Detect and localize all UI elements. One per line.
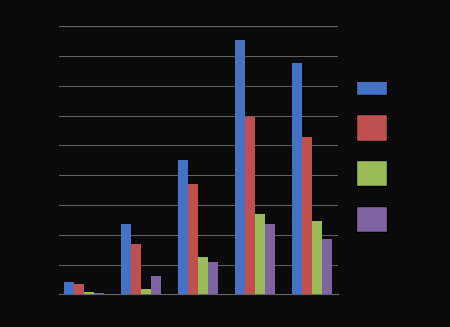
Bar xyxy=(208,262,218,294)
Bar xyxy=(84,292,94,294)
FancyBboxPatch shape xyxy=(356,114,387,141)
Bar xyxy=(245,117,255,294)
Bar xyxy=(63,282,73,294)
Bar xyxy=(312,220,323,294)
Bar xyxy=(235,40,245,294)
FancyBboxPatch shape xyxy=(356,206,387,232)
Bar xyxy=(151,276,161,294)
Bar xyxy=(292,63,302,294)
FancyBboxPatch shape xyxy=(356,160,387,186)
Bar xyxy=(255,214,265,294)
Bar xyxy=(131,244,141,294)
Bar xyxy=(121,224,131,294)
Bar xyxy=(141,289,151,294)
Bar xyxy=(323,239,333,294)
Bar xyxy=(94,293,104,294)
Bar xyxy=(302,137,312,294)
FancyBboxPatch shape xyxy=(356,69,387,95)
Bar xyxy=(265,224,275,294)
Bar xyxy=(198,257,208,294)
Bar xyxy=(188,184,198,294)
Bar xyxy=(178,160,188,294)
Bar xyxy=(73,284,84,294)
